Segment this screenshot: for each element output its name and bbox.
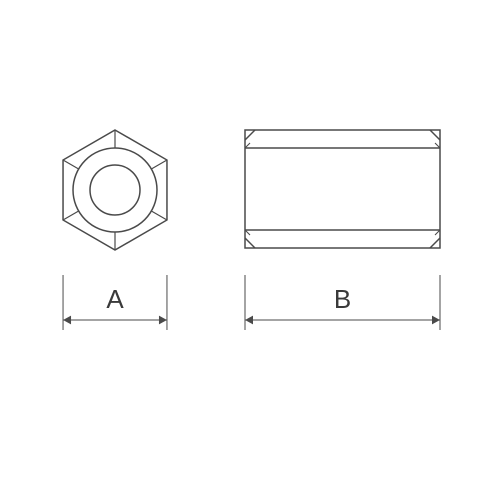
dimension-label-b: B xyxy=(334,284,351,314)
hex-bore-circle xyxy=(90,165,140,215)
technical-drawing: AB xyxy=(0,0,500,500)
dimension-label-a: A xyxy=(106,284,124,314)
hex-inscribed-circle xyxy=(73,148,157,232)
